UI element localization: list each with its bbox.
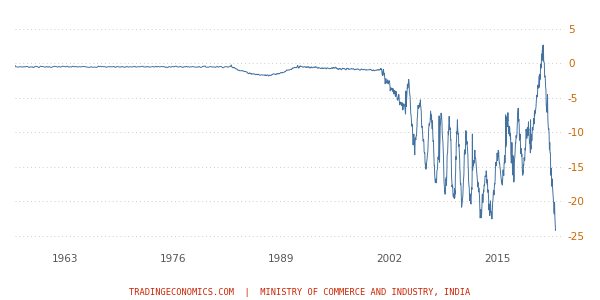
Text: TRADINGECONOMICS.COM  |  MINISTRY OF COMMERCE AND INDUSTRY, INDIA: TRADINGECONOMICS.COM | MINISTRY OF COMME…	[130, 288, 470, 297]
